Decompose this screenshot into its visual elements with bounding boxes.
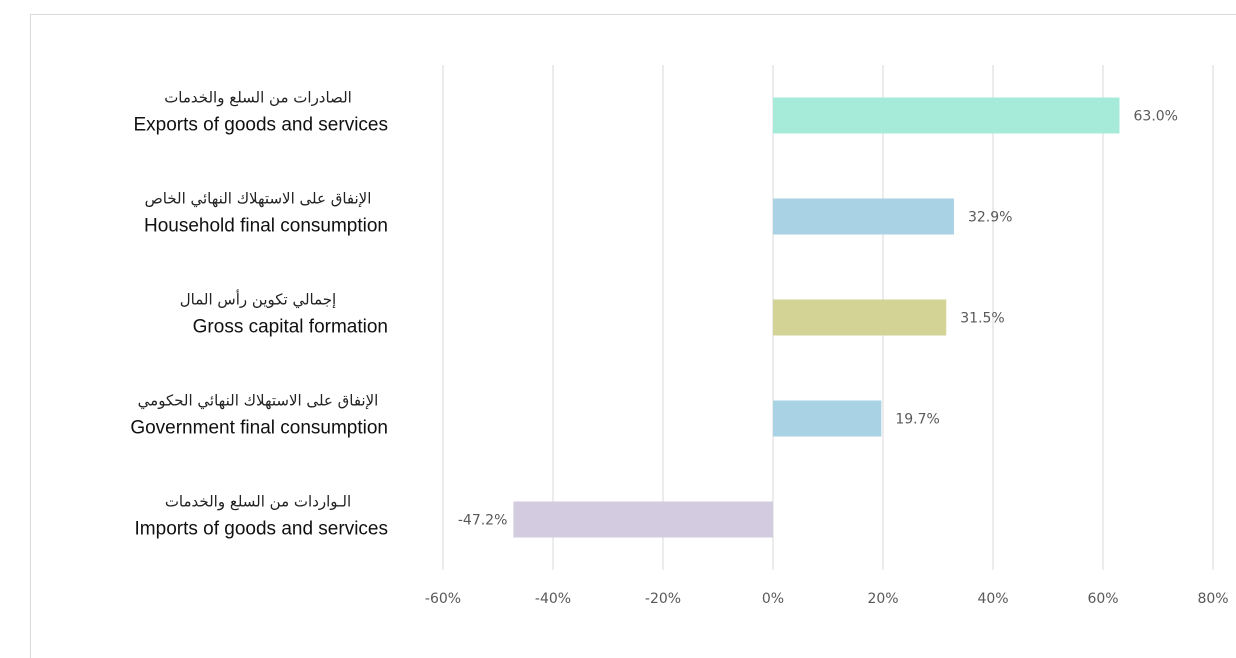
bar [773,400,882,437]
category-label-arabic: الإنفاق على الاستهلاك النهائي الحكومي [138,392,379,411]
x-tick-label: -40% [535,591,571,607]
category-label-english: Government final consumption [130,418,388,439]
category-label-arabic: الإنفاق على الاستهلاك النهائي الخاص [145,190,372,209]
data-label: 63.0% [1134,109,1178,125]
category-labels: الصادرات من السلع والخدمات Exports of goo… [130,89,388,540]
x-tick-label: 0% [762,591,784,607]
x-tick-label: 60% [1087,591,1118,607]
bar [773,299,947,336]
bars: 63.0% 32.9% 31.5% 19.7% -47.2% [458,97,1178,538]
x-tick-label: 40% [977,591,1008,607]
data-label: 32.9% [968,210,1012,226]
category-label-arabic: الصادرات من السلع والخدمات [164,89,352,107]
category-label-english: Exports of goods and services [133,115,388,136]
bar [773,97,1120,134]
bar [513,501,773,538]
data-label: 31.5% [960,311,1004,327]
category-label-english: Gross capital formation [193,317,388,338]
category-label-arabic: إجمالي تكوين رأس المال [180,290,336,310]
category-label-arabic: الـواردات من السلع والخدمات [165,493,351,511]
x-tick-label: -60% [425,591,461,607]
x-tick-label: 80% [1197,591,1228,607]
x-axis-ticks: -60% -40% -20% 0% 20% 40% 60% 80% [425,591,1229,607]
data-label: -47.2% [458,513,508,529]
x-tick-label: -20% [645,591,681,607]
category-label-english: Imports of goods and services [135,519,388,540]
data-label: 19.7% [895,412,939,428]
category-label-english: Household final consumption [144,216,388,237]
x-tick-label: 20% [867,591,898,607]
bar [773,198,954,235]
chart-frame [30,14,1236,658]
